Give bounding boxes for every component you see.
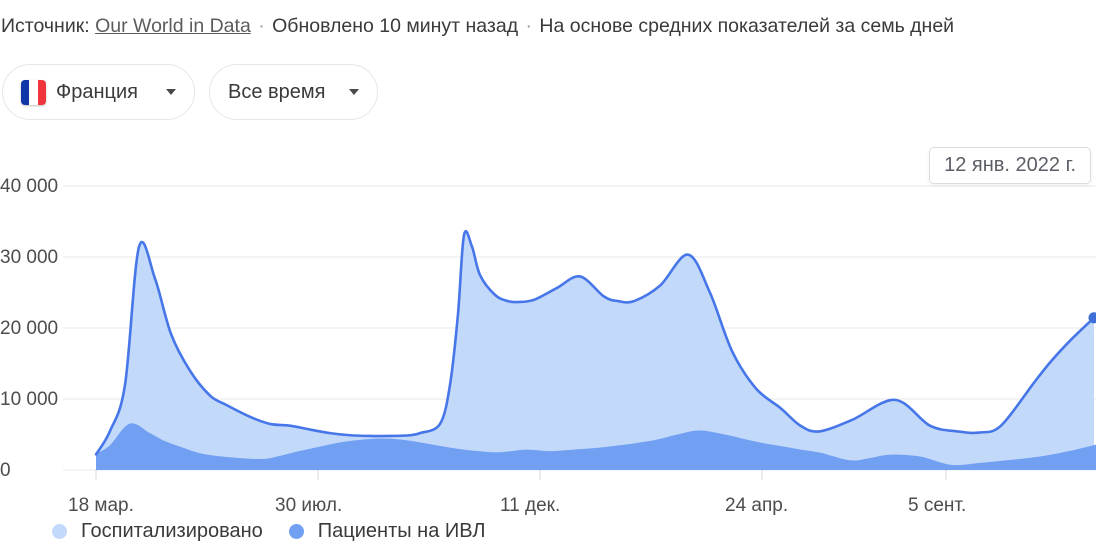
svg-text:30 июл.: 30 июл. xyxy=(275,495,342,516)
svg-text:18 мар.: 18 мар. xyxy=(68,495,134,516)
svg-text:5 сент.: 5 сент. xyxy=(908,495,966,516)
svg-text:40 000: 40 000 xyxy=(0,176,58,197)
svg-text:0: 0 xyxy=(0,460,11,481)
svg-text:30 000: 30 000 xyxy=(0,247,58,268)
svg-text:24 апр.: 24 апр. xyxy=(725,495,788,516)
svg-text:20 000: 20 000 xyxy=(0,318,58,339)
svg-text:10 000: 10 000 xyxy=(0,389,58,410)
svg-text:11 дек.: 11 дек. xyxy=(500,495,560,516)
